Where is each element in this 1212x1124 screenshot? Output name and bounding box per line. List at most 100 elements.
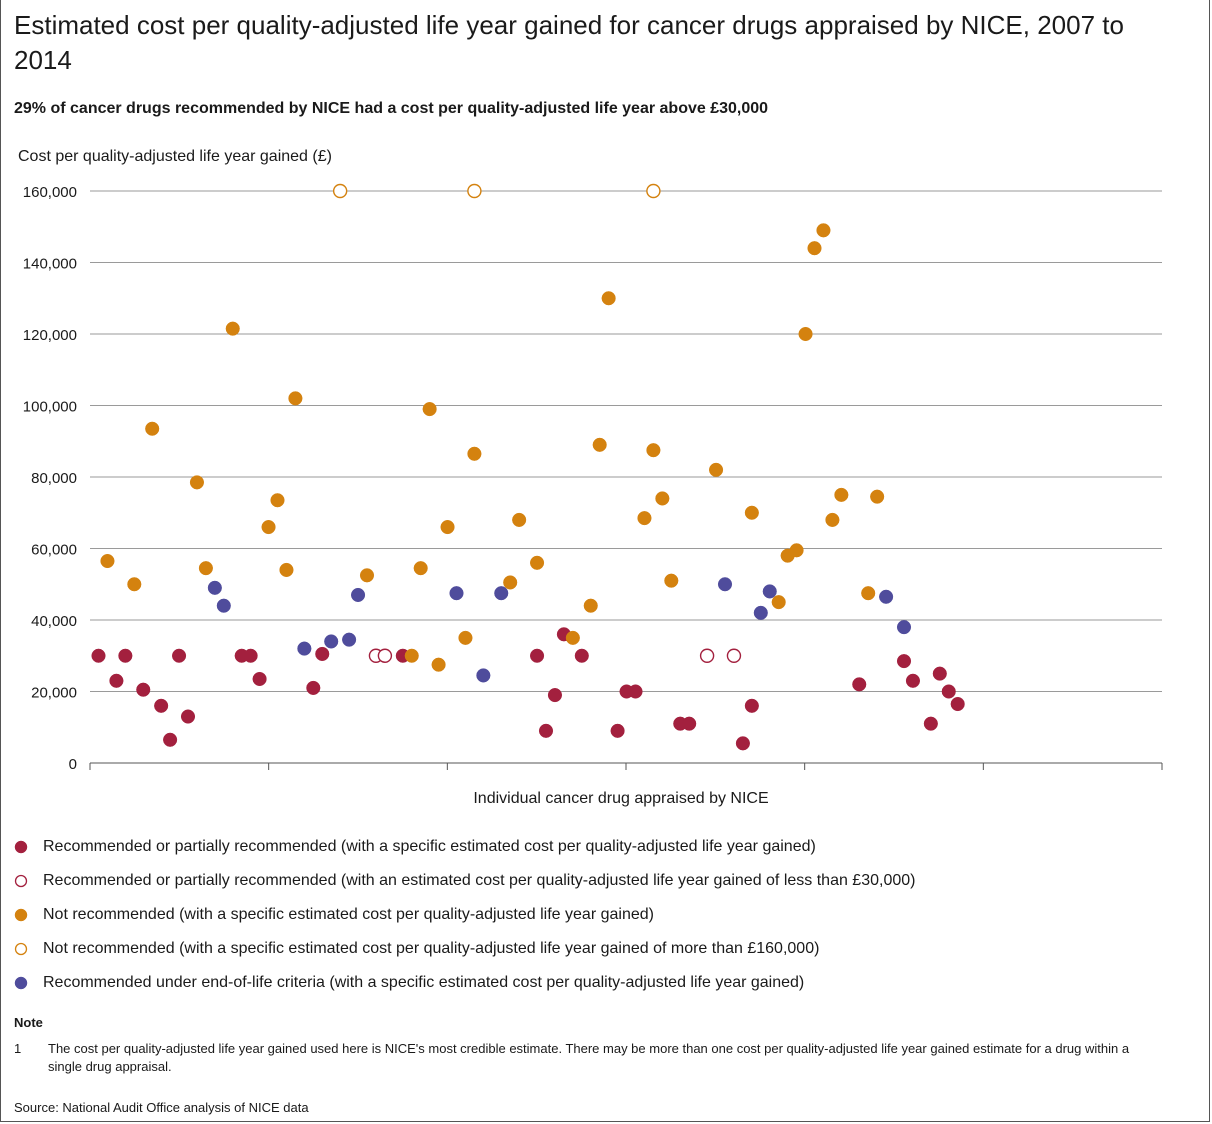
data-point-series-1 — [941, 684, 956, 699]
legend-item-4: Not recommended (with a specific estimat… — [14, 932, 915, 966]
y-tick-label: 140,000 — [23, 256, 77, 273]
data-point-series-1 — [154, 698, 169, 713]
y-tick-label: 0 — [69, 756, 77, 773]
y-tick-label: 20,000 — [31, 685, 77, 702]
data-point-series-5 — [476, 668, 491, 683]
data-point-series-5 — [753, 605, 768, 620]
data-point-series-3 — [709, 462, 724, 477]
data-point-series-1 — [610, 723, 625, 738]
data-point-series-1 — [923, 716, 938, 731]
data-point-series-1 — [744, 698, 759, 713]
note-number: 1 — [14, 1041, 22, 1056]
data-point-series-1 — [950, 696, 965, 712]
y-tick-label: 60,000 — [31, 542, 77, 559]
data-point-series-3 — [583, 598, 598, 613]
data-point-series-3 — [458, 630, 473, 645]
chart-legend: Recommended or partially recommended (wi… — [14, 830, 915, 1000]
data-point-series-3 — [870, 489, 885, 504]
data-point-series-1 — [932, 666, 947, 681]
data-point-series-3 — [189, 475, 204, 490]
source-text: Source: National Audit Office analysis o… — [14, 1100, 309, 1115]
data-point-series-5 — [879, 589, 894, 604]
data-point-series-3 — [127, 577, 142, 592]
data-point-series-3 — [431, 657, 446, 672]
x-axis-label: Individual cancer drug appraised by NICE — [473, 790, 768, 807]
data-point-series-3 — [413, 561, 428, 576]
data-point-series-3 — [744, 505, 759, 520]
note-text: The cost per quality-adjusted life year … — [48, 1041, 1130, 1074]
data-points — [91, 183, 965, 751]
y-tick-label: 80,000 — [31, 470, 77, 487]
data-point-series-2 — [699, 648, 715, 663]
data-point-series-3 — [270, 493, 285, 508]
data-point-series-4 — [646, 183, 661, 199]
legend-label: Not recommended (with a specific estimat… — [43, 940, 820, 957]
data-point-series-3 — [565, 630, 580, 645]
data-point-series-5 — [342, 632, 357, 647]
data-point-series-5 — [494, 586, 509, 601]
data-point-series-5 — [449, 586, 464, 601]
data-point-series-1 — [896, 654, 912, 669]
data-point-series-3 — [467, 446, 482, 461]
data-point-series-3 — [404, 648, 419, 663]
data-point-series-1 — [682, 716, 697, 731]
data-point-series-3 — [601, 291, 616, 306]
data-point-series-5 — [762, 584, 777, 599]
data-point-series-3 — [816, 223, 831, 238]
open-circle-marker-icon — [14, 942, 28, 956]
data-point-series-5 — [297, 641, 312, 656]
data-point-series-5 — [216, 598, 231, 613]
legend-item-2: Recommended or partially recommended (wi… — [14, 864, 915, 898]
data-point-series-1 — [538, 723, 554, 738]
data-point-series-3 — [807, 241, 822, 256]
data-point-series-3 — [861, 586, 876, 601]
data-point-series-5 — [207, 580, 222, 595]
data-point-series-1 — [163, 732, 178, 747]
data-point-series-1 — [243, 648, 258, 663]
y-tick-label: 100,000 — [23, 399, 77, 416]
data-point-series-3 — [798, 326, 813, 342]
filled-circle-marker-icon — [14, 976, 28, 990]
legend-item-5: Recommended under end-of-life criteria (… — [14, 966, 915, 1000]
data-point-series-3 — [664, 573, 679, 588]
legend-item-3: Not recommended (with a specific estimat… — [14, 898, 915, 932]
data-point-series-3 — [261, 520, 276, 535]
data-point-series-1 — [574, 648, 589, 663]
data-point-series-2 — [726, 648, 742, 663]
data-point-series-3 — [530, 555, 545, 570]
data-point-series-3 — [825, 512, 840, 527]
data-point-series-1 — [905, 673, 921, 688]
y-tick-label: 160,000 — [23, 184, 77, 201]
data-point-series-3 — [198, 561, 213, 576]
data-point-series-1 — [136, 682, 151, 697]
note: 1 The cost per quality-adjusted life yea… — [14, 1040, 1164, 1076]
data-point-series-3 — [288, 391, 303, 406]
legend-label: Not recommended (with a specific estimat… — [43, 906, 654, 923]
legend-label: Recommended or partially recommended (wi… — [43, 838, 816, 855]
data-point-series-3 — [422, 402, 437, 417]
data-point-series-3 — [789, 543, 804, 558]
data-point-series-3 — [655, 491, 670, 506]
legend-label: Recommended or partially recommended (wi… — [43, 872, 916, 889]
data-point-series-1 — [109, 673, 124, 688]
chart-subtitle: 29% of cancer drugs recommended by NICE … — [14, 100, 769, 117]
data-point-series-1 — [315, 646, 330, 662]
data-point-series-3 — [359, 568, 375, 583]
data-point-series-1 — [306, 680, 321, 695]
data-point-series-3 — [145, 421, 160, 436]
y-axis-ticks: 0 20,000 40,000 60,000 80,000 100,000 120,000 1… — [23, 184, 77, 773]
data-point-series-5 — [324, 634, 339, 649]
data-point-series-1 — [91, 648, 106, 663]
data-point-series-1 — [180, 709, 196, 724]
legend-label: Recommended under end-of-life criteria (… — [43, 974, 805, 991]
data-point-series-1 — [852, 677, 867, 692]
data-point-series-5 — [896, 620, 912, 635]
gridlines — [90, 190, 1162, 692]
data-point-series-3 — [771, 595, 786, 610]
data-point-series-1 — [547, 688, 563, 703]
y-axis-label: Cost per quality-adjusted life year gain… — [18, 148, 332, 165]
data-point-series-5 — [351, 587, 366, 603]
data-point-series-3 — [225, 321, 240, 336]
y-tick-label: 40,000 — [31, 613, 77, 630]
